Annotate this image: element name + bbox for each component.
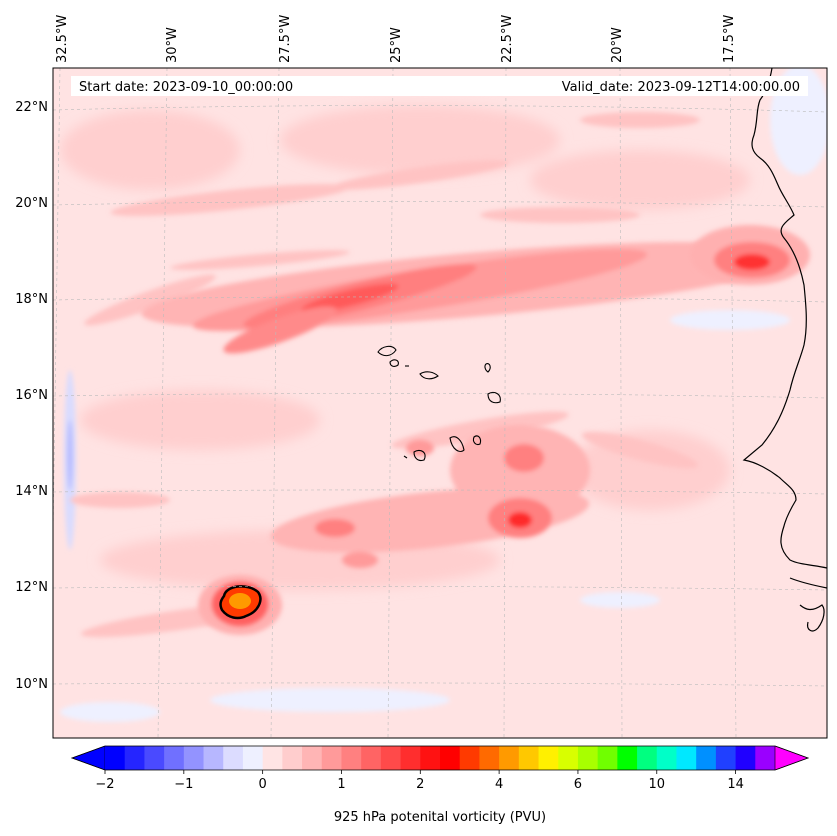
coastline bbox=[742, 68, 827, 632]
colorbar-tick-label: 1 bbox=[337, 777, 345, 792]
lat-label: 18°N bbox=[15, 292, 48, 307]
colorbar-swatch bbox=[479, 746, 500, 770]
colorbar-swatch bbox=[144, 746, 165, 770]
graticule bbox=[53, 68, 827, 738]
colorbar-swatch bbox=[696, 746, 717, 770]
lon-label: 25°W bbox=[389, 27, 404, 63]
colorbar-swatch bbox=[499, 746, 520, 770]
colorbar-label: 925 hPa potenital vorticity (PVU) bbox=[334, 810, 546, 825]
colorbar-swatch bbox=[597, 746, 618, 770]
colorbar-tick-label: 2 bbox=[416, 777, 424, 792]
colorbar-swatch bbox=[459, 746, 480, 770]
colorbar-swatch bbox=[105, 746, 126, 770]
start-date-label: Start date: 2023-09-10_00:00:00 bbox=[79, 80, 293, 95]
colorbar-swatch bbox=[124, 746, 145, 770]
pv-coastal-max bbox=[690, 225, 810, 285]
colorbar-swatch bbox=[183, 746, 205, 770]
colorbar-swatch bbox=[203, 746, 224, 770]
colorbar-swatch bbox=[617, 746, 638, 770]
lon-label: 20°W bbox=[610, 27, 625, 63]
colorbar-swatch bbox=[262, 746, 283, 770]
lon-label: 17.5°W bbox=[722, 15, 737, 63]
colorbar-swatch bbox=[400, 746, 421, 770]
longitude-labels: 32.5°W 30°W 27.5°W 25°W 22.5°W 20°W 17.5… bbox=[55, 15, 737, 63]
colorbar-tick-label: 14 bbox=[727, 777, 744, 792]
pv-vortex bbox=[198, 575, 282, 635]
title-bar bbox=[71, 76, 808, 96]
pv-band-north bbox=[141, 242, 799, 354]
lat-label: 14°N bbox=[15, 484, 48, 499]
colorbar-tick-label: 4 bbox=[495, 777, 503, 792]
colorbar-under-extend bbox=[71, 745, 106, 771]
colorbar-swatch bbox=[755, 746, 776, 770]
colorbar-tick-label: −1 bbox=[174, 777, 193, 792]
colorbar-swatch bbox=[420, 746, 441, 770]
colorbar-swatch bbox=[282, 746, 303, 770]
colorbar-tick-label: 10 bbox=[648, 777, 665, 792]
lat-label: 20°N bbox=[15, 196, 48, 211]
lat-label: 12°N bbox=[15, 580, 48, 595]
map-frame bbox=[52, 67, 828, 739]
colorbar-swatch bbox=[518, 746, 540, 770]
latitude-labels: 22°N 20°N 18°N 16°N 14°N 12°N 10°N bbox=[15, 100, 48, 692]
colorbar-tick-label: −2 bbox=[95, 777, 114, 792]
valid-date-label: Valid_date: 2023-09-12T14:00:00.00 bbox=[562, 80, 800, 95]
islands bbox=[377, 345, 501, 462]
colorbar-swatch bbox=[341, 746, 362, 770]
colorbar: −2 −1 0 1 2 4 6 10 14 bbox=[70, 745, 810, 792]
colorbar-swatch bbox=[715, 746, 737, 770]
lon-label: 22.5°W bbox=[500, 15, 515, 63]
colorbar-swatch bbox=[440, 746, 461, 770]
colorbar-swatch bbox=[242, 746, 264, 770]
colorbar-tick-label: 6 bbox=[574, 777, 582, 792]
colorbar-swatch bbox=[735, 746, 756, 770]
colorbar-swatch bbox=[223, 746, 244, 770]
colorbar-frame bbox=[70, 745, 810, 771]
lat-label: 16°N bbox=[15, 388, 48, 403]
colorbar-over-extend bbox=[774, 745, 809, 771]
map-area bbox=[53, 68, 827, 738]
lon-label: 30°W bbox=[165, 27, 180, 63]
colorbar-swatch bbox=[656, 746, 677, 770]
colorbar-swatch bbox=[380, 746, 402, 770]
colorbar-swatch bbox=[164, 746, 185, 770]
colorbar-swatch bbox=[321, 746, 342, 770]
lat-label: 22°N bbox=[15, 100, 48, 115]
colorbar-swatch bbox=[577, 746, 599, 770]
lon-label: 32.5°W bbox=[55, 15, 70, 63]
colorbar-swatch bbox=[302, 746, 323, 770]
lat-label: 10°N bbox=[15, 677, 48, 692]
colorbar-swatch bbox=[637, 746, 658, 770]
colorbar-swatch bbox=[558, 746, 579, 770]
lon-label: 27.5°W bbox=[278, 15, 293, 63]
colorbar-swatch bbox=[676, 746, 697, 770]
pv-filaments bbox=[70, 112, 700, 638]
pv-band-south bbox=[270, 425, 590, 568]
pv-background-patches bbox=[60, 105, 750, 590]
colorbar-tick-label: 0 bbox=[259, 777, 267, 792]
colorbar-swatch bbox=[361, 746, 382, 770]
colorbar-swatch bbox=[538, 746, 559, 770]
negative-pv-patches bbox=[60, 68, 827, 722]
